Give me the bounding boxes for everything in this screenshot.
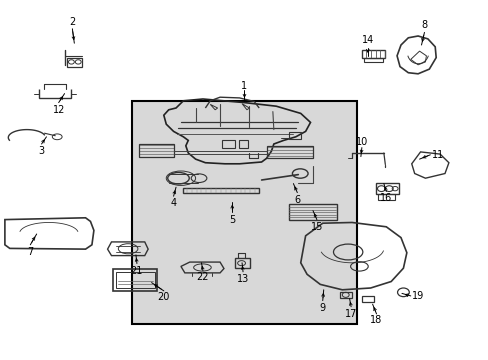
Text: 15: 15 [310, 222, 323, 232]
Bar [238, 140, 248, 148]
Text: 20: 20 [157, 292, 170, 302]
Text: 1: 1 [241, 81, 247, 91]
Text: 5: 5 [229, 215, 235, 225]
Text: 19: 19 [411, 291, 424, 301]
Text: 12: 12 [52, 105, 65, 115]
Text: 2: 2 [69, 17, 75, 27]
Bar [339, 292, 351, 298]
Text: 9: 9 [319, 303, 325, 313]
Bar [375, 183, 398, 194]
Text: 13: 13 [236, 274, 249, 284]
Text: 22: 22 [196, 272, 209, 282]
Text: 21: 21 [130, 266, 143, 276]
Bar [183, 188, 259, 193]
Text: 4: 4 [170, 198, 176, 208]
Text: 7: 7 [27, 247, 33, 257]
Bar [266, 146, 312, 158]
Bar [361, 296, 373, 302]
Text: 16: 16 [379, 193, 392, 203]
Text: 11: 11 [430, 150, 443, 160]
Text: 8: 8 [421, 20, 427, 30]
Bar [377, 194, 394, 200]
Bar [116, 272, 155, 288]
Text: 3: 3 [39, 146, 44, 156]
Bar [222, 140, 234, 148]
Bar [234, 258, 250, 268]
Bar [288, 204, 337, 220]
Text: 6: 6 [294, 195, 300, 205]
Text: 10: 10 [355, 137, 367, 147]
Bar [139, 144, 173, 157]
Bar [288, 132, 300, 139]
Bar [361, 50, 385, 58]
Bar [67, 58, 82, 67]
Bar [113, 269, 157, 291]
Text: 17: 17 [344, 309, 357, 319]
Bar [132, 101, 356, 324]
Text: 14: 14 [361, 35, 373, 45]
Bar [363, 58, 383, 62]
Text: 18: 18 [369, 315, 382, 325]
